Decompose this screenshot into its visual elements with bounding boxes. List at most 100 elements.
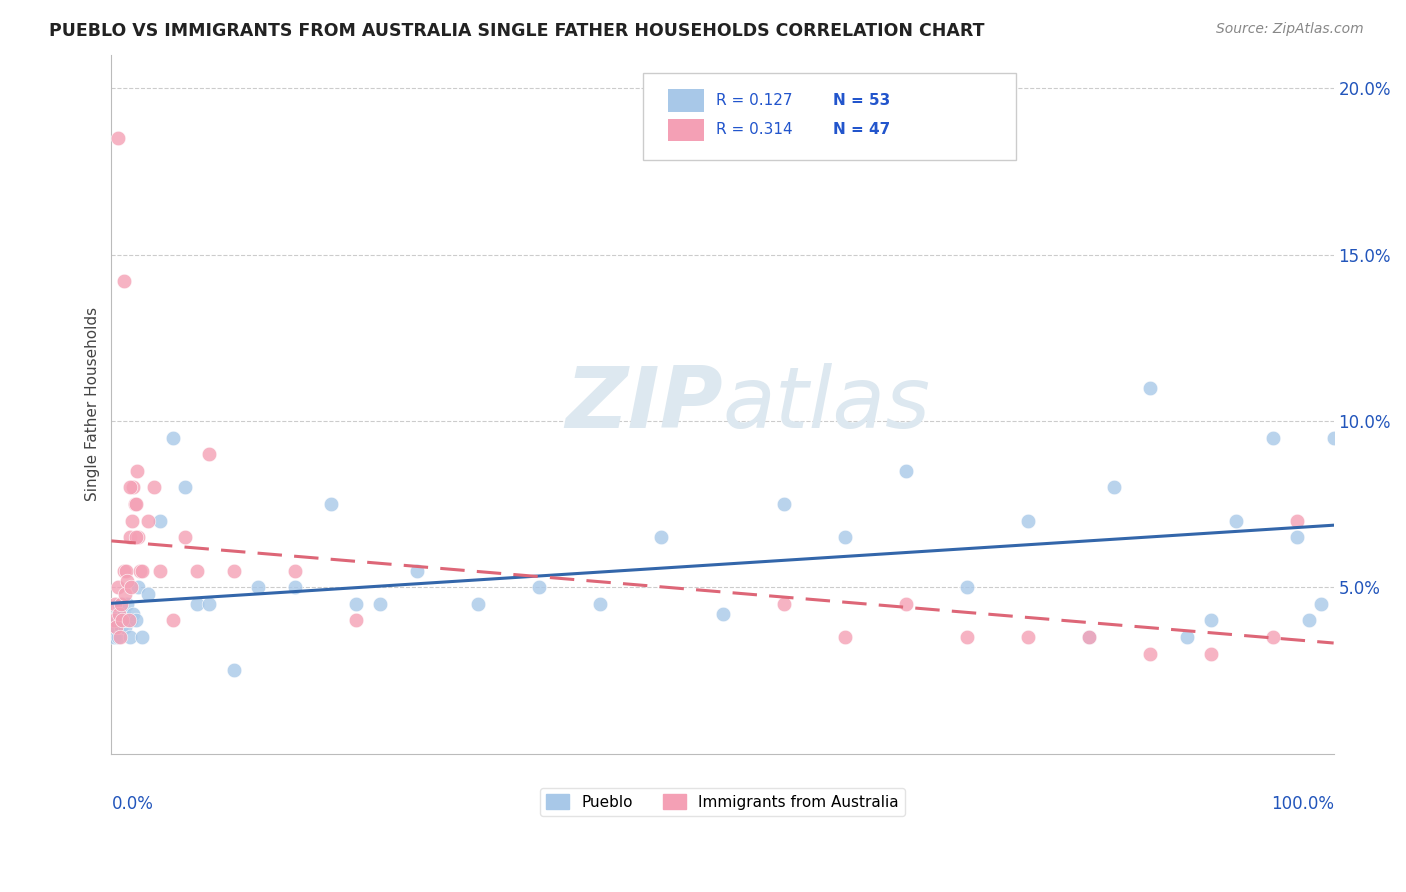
Point xyxy=(1285,514,1308,528)
Point xyxy=(321,497,343,511)
Text: R = 0.127: R = 0.127 xyxy=(717,93,793,108)
Text: atlas: atlas xyxy=(723,363,931,446)
Point xyxy=(222,664,245,678)
Point xyxy=(115,564,138,578)
Point xyxy=(650,530,672,544)
Point xyxy=(1017,514,1039,528)
Point xyxy=(125,464,148,478)
Point xyxy=(107,607,129,621)
Point xyxy=(162,431,184,445)
Point xyxy=(173,480,195,494)
Point xyxy=(125,497,148,511)
Point xyxy=(406,564,429,578)
Point xyxy=(956,630,979,644)
Point xyxy=(122,607,145,621)
Point xyxy=(124,497,146,511)
Point xyxy=(284,564,307,578)
Point xyxy=(1201,614,1223,628)
Point xyxy=(117,614,139,628)
Point xyxy=(110,620,132,634)
Point xyxy=(118,530,141,544)
Point xyxy=(1285,530,1308,544)
Point xyxy=(118,630,141,644)
Point xyxy=(127,530,149,544)
Point xyxy=(104,614,127,628)
Point xyxy=(247,580,270,594)
FancyBboxPatch shape xyxy=(668,89,704,112)
Point xyxy=(956,580,979,594)
Point xyxy=(186,564,208,578)
Point xyxy=(222,564,245,578)
Point xyxy=(143,480,166,494)
Point xyxy=(772,497,794,511)
Point xyxy=(711,607,734,621)
Point xyxy=(834,630,856,644)
Point xyxy=(120,580,142,594)
Point xyxy=(112,274,135,288)
Point xyxy=(467,597,489,611)
Point xyxy=(1323,431,1346,445)
Point xyxy=(115,614,138,628)
Point xyxy=(131,564,153,578)
Point xyxy=(107,630,129,644)
Text: 0.0%: 0.0% xyxy=(111,796,153,814)
Point xyxy=(344,597,367,611)
Point xyxy=(105,620,128,634)
Point xyxy=(1078,630,1101,644)
Point xyxy=(1201,647,1223,661)
Point xyxy=(834,530,856,544)
Point xyxy=(198,447,221,461)
Point xyxy=(112,607,135,621)
Point xyxy=(1102,480,1125,494)
Point xyxy=(772,597,794,611)
Point xyxy=(107,580,129,594)
Point xyxy=(894,464,917,478)
Text: Source: ZipAtlas.com: Source: ZipAtlas.com xyxy=(1216,22,1364,37)
Point xyxy=(118,480,141,494)
Point xyxy=(162,614,184,628)
Point xyxy=(128,564,150,578)
Point xyxy=(894,597,917,611)
Point xyxy=(110,597,132,611)
Point xyxy=(1261,630,1284,644)
Point xyxy=(131,630,153,644)
Point xyxy=(127,580,149,594)
Point xyxy=(1261,431,1284,445)
Point xyxy=(125,530,148,544)
Point xyxy=(111,614,134,628)
Point xyxy=(117,597,139,611)
Point xyxy=(149,564,172,578)
Point xyxy=(589,597,612,611)
Point xyxy=(186,597,208,611)
Point xyxy=(1175,630,1198,644)
Point xyxy=(1017,630,1039,644)
Point xyxy=(103,630,125,644)
Text: ZIP: ZIP xyxy=(565,363,723,446)
Point xyxy=(114,587,136,601)
Point xyxy=(105,620,128,634)
Y-axis label: Single Father Households: Single Father Households xyxy=(86,307,100,501)
Point xyxy=(284,580,307,594)
Point xyxy=(527,580,550,594)
Text: 100.0%: 100.0% xyxy=(1271,796,1334,814)
Point xyxy=(117,574,139,588)
Point xyxy=(1078,630,1101,644)
Point xyxy=(107,597,129,611)
Point xyxy=(1139,381,1161,395)
Point xyxy=(1298,614,1320,628)
Point xyxy=(104,597,127,611)
Point xyxy=(107,131,129,145)
Point xyxy=(121,514,143,528)
Text: N = 53: N = 53 xyxy=(832,93,890,108)
Point xyxy=(1139,647,1161,661)
Text: N = 47: N = 47 xyxy=(832,122,890,137)
Point xyxy=(103,614,125,628)
Point xyxy=(344,614,367,628)
Point xyxy=(114,620,136,634)
Point xyxy=(120,614,142,628)
Point xyxy=(108,630,131,644)
Point xyxy=(107,607,129,621)
Point xyxy=(149,514,172,528)
Point xyxy=(136,587,159,601)
Text: R = 0.314: R = 0.314 xyxy=(717,122,793,137)
